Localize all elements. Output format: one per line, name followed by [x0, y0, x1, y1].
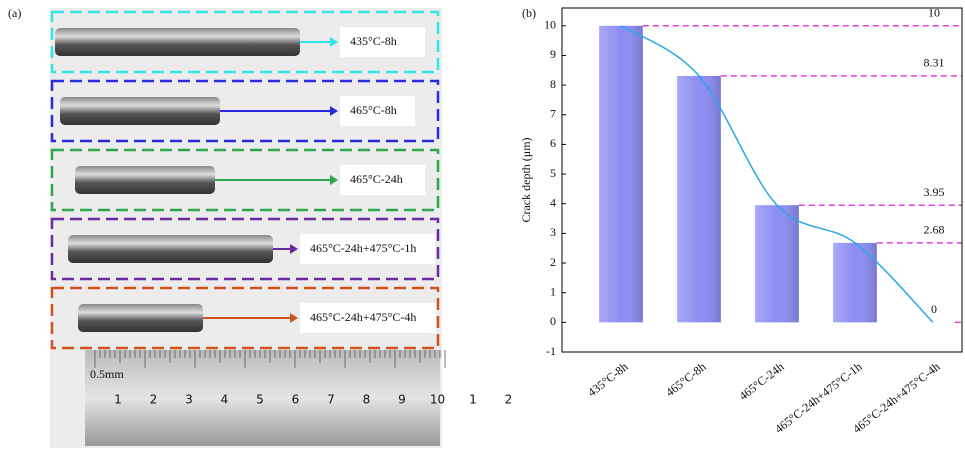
sample-label: 465°C-24h+475°C-4h [310, 310, 416, 324]
ruler-number: 10 [430, 393, 445, 407]
label-box [340, 27, 425, 57]
sample-box [50, 79, 440, 143]
bar-shade [599, 25, 643, 323]
label-box [300, 303, 436, 333]
y-tick-label: 0 [550, 314, 556, 328]
sample-box [50, 217, 440, 281]
plot-frame [561, 7, 963, 353]
sample-box [50, 10, 440, 74]
ruler-number: 2 [150, 393, 158, 407]
ruler-number: 2 [505, 393, 513, 407]
arrow-head [290, 313, 298, 323]
panel-label: (a) [8, 6, 21, 20]
x-tick-label: 465°C-24h [736, 359, 786, 403]
y-tick-label: -1 [546, 344, 556, 358]
specimen [68, 235, 273, 263]
value-label: 2.68 [924, 223, 945, 237]
ruler-number: 5 [256, 393, 264, 407]
specimen [75, 166, 215, 194]
label-box [300, 234, 435, 264]
y-tick-label: 2 [550, 255, 556, 269]
ruler-number: 8 [363, 393, 371, 407]
sample-label: 465°C-8h [350, 103, 397, 117]
ruler-number: 9 [398, 393, 406, 407]
sample-box [50, 286, 440, 350]
sample-label: 465°C-24h [350, 172, 403, 186]
label-box [340, 96, 415, 126]
ruler-number: 6 [292, 393, 300, 407]
specimen [60, 97, 220, 125]
ruler-number: 1 [469, 393, 477, 407]
y-tick-label: 7 [550, 107, 556, 121]
bar-shade [677, 75, 721, 323]
y-tick-label: 9 [550, 47, 556, 61]
x-tick-label: 435°C-8h [585, 359, 631, 399]
value-label: 10 [928, 6, 940, 20]
bar-shade [833, 242, 877, 323]
trend-line [620, 25, 934, 323]
y-tick-label: 5 [550, 166, 556, 180]
bar-shade [755, 205, 799, 323]
specimen [78, 304, 203, 332]
y-tick-label: 4 [550, 195, 556, 209]
value-label: 8.31 [924, 56, 945, 70]
ruler-number: 1 [114, 393, 122, 407]
sample-label: 465°C-24h+475°C-1h [310, 241, 416, 255]
arrow-head [290, 244, 298, 254]
panel-label: (b) [522, 6, 536, 20]
y-tick-label: 3 [550, 225, 556, 239]
arrow-head [330, 37, 338, 47]
ruler-number: 4 [221, 393, 229, 407]
ruler-unit: 0.5mm [90, 367, 124, 381]
value-label: 0 [931, 302, 937, 316]
sample-box [50, 148, 440, 212]
x-tick-label: 465°C-8h [663, 359, 709, 399]
y-tick-label: 10 [544, 18, 556, 32]
y-axis-title: Crack depth (μm) [519, 137, 533, 222]
y-tick-label: 8 [550, 77, 556, 91]
ruler-number: 3 [185, 393, 193, 407]
value-label: 3.95 [924, 185, 945, 199]
y-tick-label: 6 [550, 136, 556, 150]
label-box [340, 165, 425, 195]
sample-label: 435°C-8h [350, 34, 397, 48]
arrow-head [330, 106, 338, 116]
y-tick-label: 1 [550, 284, 556, 298]
ruler [85, 350, 440, 446]
arrow-head [330, 175, 338, 185]
specimen [55, 28, 300, 56]
ruler-number: 7 [327, 393, 335, 407]
